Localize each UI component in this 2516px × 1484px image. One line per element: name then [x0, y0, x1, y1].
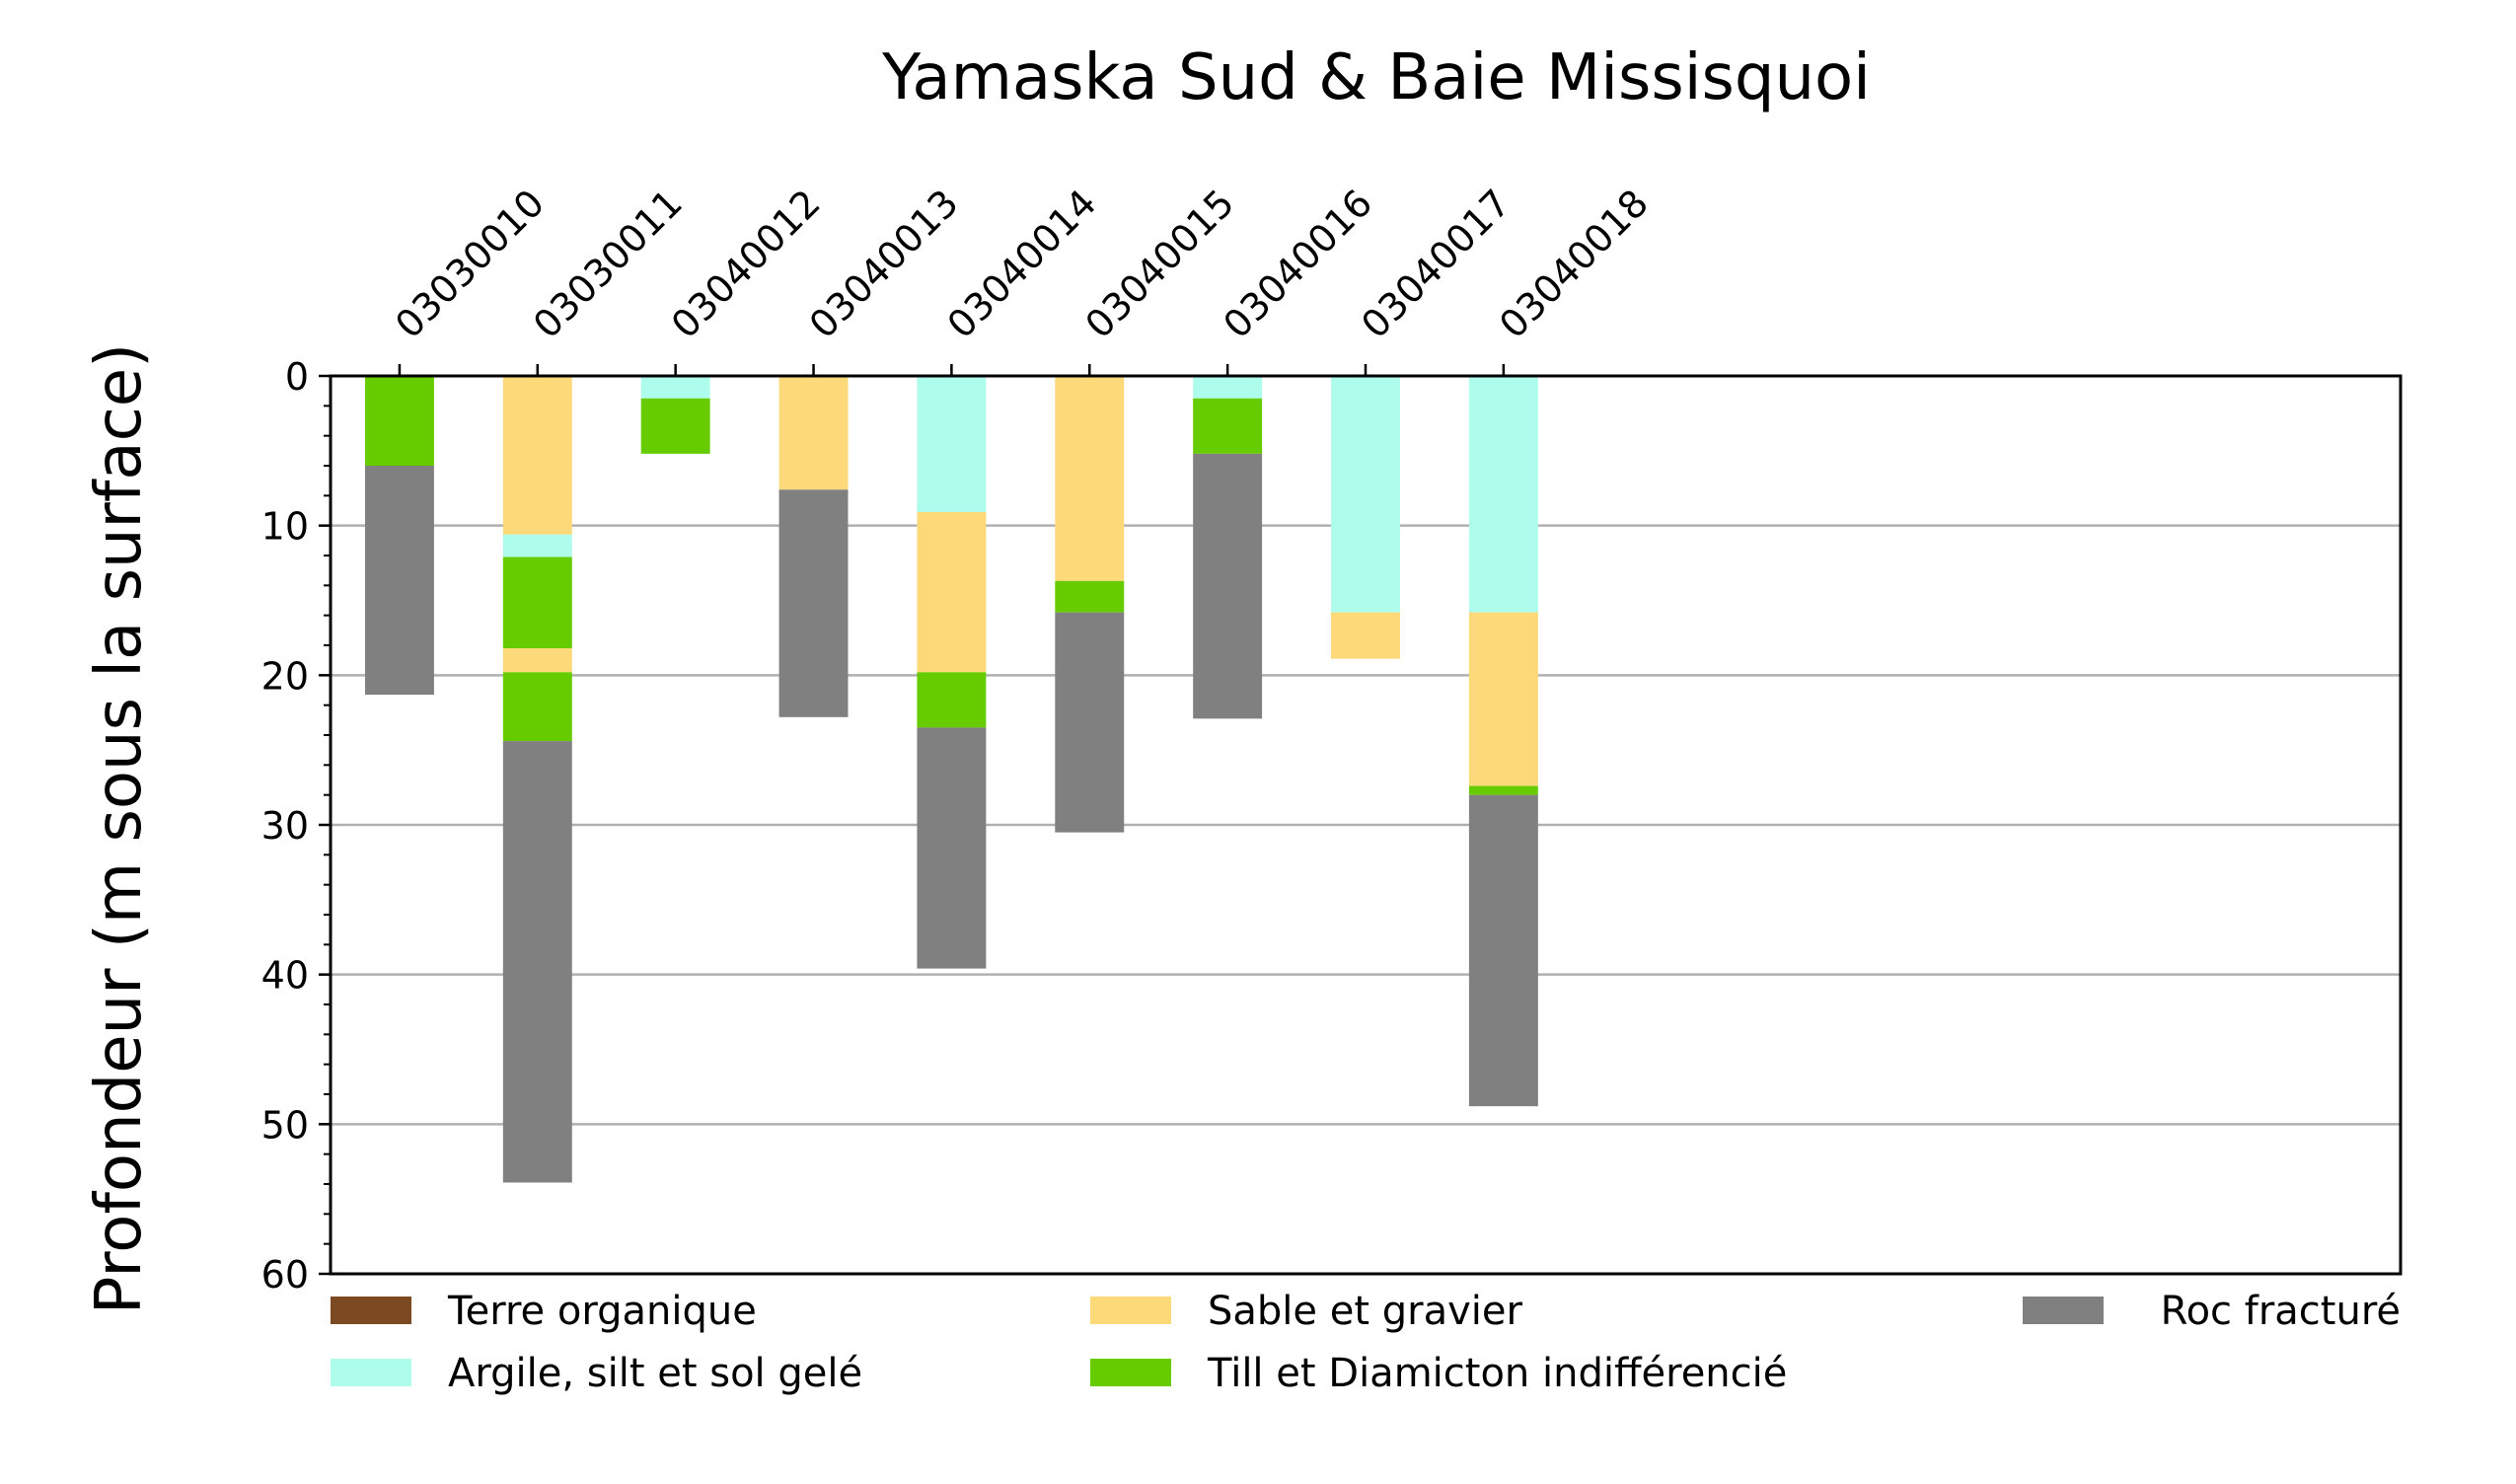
x-tick-label: 03040017 [1353, 181, 1518, 346]
y-tick-label: 40 [261, 954, 309, 998]
bar-segment-sable [1468, 612, 1538, 786]
bars [364, 376, 1538, 1183]
legend-swatch-terre [331, 1297, 411, 1324]
bar-segment-sable [502, 376, 572, 535]
bar-segment-roc [778, 489, 849, 717]
bar-segment-roc [1193, 453, 1263, 719]
bar-segment-sable [1055, 376, 1125, 581]
legend-label: Argile, silt et sol gelé [448, 1351, 862, 1396]
bar-segment-argile [917, 376, 987, 513]
bar-segment-till [502, 672, 572, 742]
bar-segment-roc [502, 741, 572, 1183]
legend-swatch-argile [331, 1359, 411, 1386]
x-tick-label: 03040018 [1491, 181, 1657, 346]
legend: Terre organique Sable et gravier Roc fract… [331, 1289, 2401, 1396]
bar-segment-roc [1468, 794, 1538, 1107]
grid-lines [331, 524, 2401, 1126]
bar-segment-roc [917, 727, 987, 969]
bar-segment-sable [778, 376, 849, 490]
legend-label: Roc fracturé [2161, 1289, 2401, 1334]
legend-swatch-till [1090, 1359, 1171, 1386]
y-tick-label: 0 [285, 355, 309, 399]
bar-segment-argile [502, 534, 572, 557]
legend-swatch-roc [2023, 1297, 2104, 1324]
x-axis-top: 0303001003030011030400120304001303040014… [387, 181, 1657, 376]
y-tick-label: 30 [261, 804, 309, 848]
bar-segment-argile [1468, 376, 1538, 613]
y-tick-label: 50 [261, 1103, 309, 1147]
bar-segment-till [364, 376, 434, 466]
y-axis: 0 10 20 30 40 50 60 [261, 355, 331, 1297]
bar-segment-argile [1331, 376, 1400, 613]
x-tick-label: 03040014 [939, 181, 1105, 346]
bar-segment-argile [640, 376, 710, 399]
bar-segment-sable [1331, 612, 1400, 659]
x-tick-label: 03040012 [663, 181, 829, 346]
bar-segment-till [502, 556, 572, 649]
x-tick-label: 03040015 [1077, 181, 1243, 346]
bar-segment-till [1468, 785, 1538, 795]
y-tick-label: 20 [261, 654, 309, 698]
bar-segment-till [917, 672, 987, 728]
bar-segment-till [640, 398, 710, 454]
y-tick-label: 10 [261, 505, 309, 549]
x-tick-label: 03040016 [1215, 181, 1380, 346]
bar-segment-roc [364, 466, 434, 696]
bar-segment-till [1193, 398, 1263, 454]
x-tick-label: 03040013 [801, 181, 967, 346]
legend-label: Sable et gravier [1208, 1289, 1522, 1334]
bar-segment-sable [917, 512, 987, 673]
x-tick-label: 03030010 [387, 181, 553, 346]
legend-label: Terre organique [447, 1289, 757, 1334]
bar-segment-argile [1193, 376, 1263, 399]
bar-segment-till [1055, 580, 1125, 613]
legend-swatch-sable [1090, 1297, 1171, 1324]
y-axis-label: Profondeur (m sous la surface) [83, 343, 156, 1314]
legend-label: Till et Diamicton indifférencié [1207, 1351, 1787, 1396]
y-tick-label: 60 [261, 1253, 309, 1297]
bar-segment-roc [1055, 612, 1125, 833]
x-tick-label: 03030011 [525, 181, 691, 346]
bar-segment-sable [502, 648, 572, 673]
chart-title: Yamaska Sud & Baie Missisquoi [881, 41, 1871, 114]
